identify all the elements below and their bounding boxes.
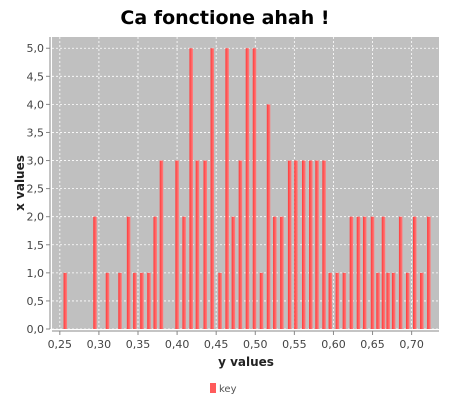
y-tick-label: 1,5 xyxy=(27,239,45,252)
y-tick-label: 2,5 xyxy=(27,183,45,196)
bar xyxy=(370,216,375,329)
bar xyxy=(195,160,200,329)
x-tick-label: 0,40 xyxy=(165,338,190,351)
bar xyxy=(309,160,313,329)
x-tick-label: 0,45 xyxy=(204,338,229,351)
y-tick-label: 4,0 xyxy=(27,98,45,111)
bar xyxy=(381,216,386,329)
bar xyxy=(252,48,257,329)
legend-swatch xyxy=(210,383,216,393)
bar xyxy=(398,216,403,329)
y-tick-label: 3,0 xyxy=(27,155,45,168)
bar xyxy=(335,272,340,329)
bar xyxy=(133,272,137,329)
chart-title: Ca fonctione ahah ! xyxy=(120,7,329,29)
y-tick-label: 2,0 xyxy=(27,211,45,224)
x-tick-label: 0,70 xyxy=(399,338,424,351)
bar xyxy=(386,272,390,329)
bar xyxy=(294,160,298,329)
x-tick-label: 0,55 xyxy=(282,338,307,351)
bar xyxy=(322,160,326,329)
bar xyxy=(287,160,292,329)
bar xyxy=(63,272,68,329)
bar xyxy=(126,216,131,329)
legend-label: key xyxy=(219,384,237,395)
bar xyxy=(342,272,347,329)
bar xyxy=(182,216,186,329)
bar xyxy=(405,272,410,329)
bar xyxy=(245,48,250,329)
x-tick-label: 0,25 xyxy=(48,338,73,351)
bar xyxy=(93,216,97,329)
x-tick-label: 0,65 xyxy=(360,338,385,351)
bar xyxy=(280,216,284,329)
bar xyxy=(238,160,243,329)
bar xyxy=(203,160,207,329)
x-tick-label: 0,50 xyxy=(243,338,268,351)
bar xyxy=(225,48,229,329)
y-tick-label: 0,5 xyxy=(27,295,45,308)
axes xyxy=(49,37,439,332)
bar xyxy=(273,216,277,329)
x-axis-label: y values xyxy=(218,355,274,369)
x-tick-label: 0,35 xyxy=(126,338,151,351)
y-tick-label: 4,5 xyxy=(27,70,45,83)
bar xyxy=(391,272,396,329)
bar xyxy=(328,272,333,329)
bar xyxy=(427,216,431,329)
plot-area xyxy=(52,37,439,329)
y-tick-label: 5,0 xyxy=(27,42,45,55)
y-tick-label: 3,5 xyxy=(27,126,45,139)
bar xyxy=(301,160,306,329)
bar xyxy=(118,272,122,329)
x-ticks: 0,25 0,30 0,35 0,40 0,45 0,50 0,55 0,60 0,65 0,70 xyxy=(48,331,424,351)
bar xyxy=(153,216,157,329)
bars xyxy=(63,48,431,329)
y-tick-label: 0,0 xyxy=(27,323,45,336)
bar xyxy=(105,272,110,329)
bar xyxy=(159,160,164,329)
bar xyxy=(140,272,144,329)
x-tick-label: 0,60 xyxy=(321,338,346,351)
legend: key xyxy=(210,383,237,395)
bar xyxy=(349,216,354,329)
bar xyxy=(413,216,417,329)
bar xyxy=(266,104,271,329)
bar xyxy=(356,216,361,329)
bar xyxy=(376,272,380,329)
bar xyxy=(218,272,222,329)
bar xyxy=(210,48,215,329)
bar xyxy=(315,160,319,329)
bar xyxy=(175,160,179,329)
y-ticks: 0,0 0,5 1,0 1,5 2,0 2,5 3,0 3,5 4,0 4,5 5,0 xyxy=(27,42,50,336)
y-axis-label: x values xyxy=(13,155,27,211)
bar xyxy=(259,272,264,329)
bar xyxy=(147,272,151,329)
bar xyxy=(231,216,236,329)
bar xyxy=(189,48,193,329)
bar xyxy=(362,216,367,329)
y-tick-label: 1,0 xyxy=(27,267,45,280)
bar xyxy=(420,272,424,329)
x-tick-label: 0,30 xyxy=(87,338,112,351)
